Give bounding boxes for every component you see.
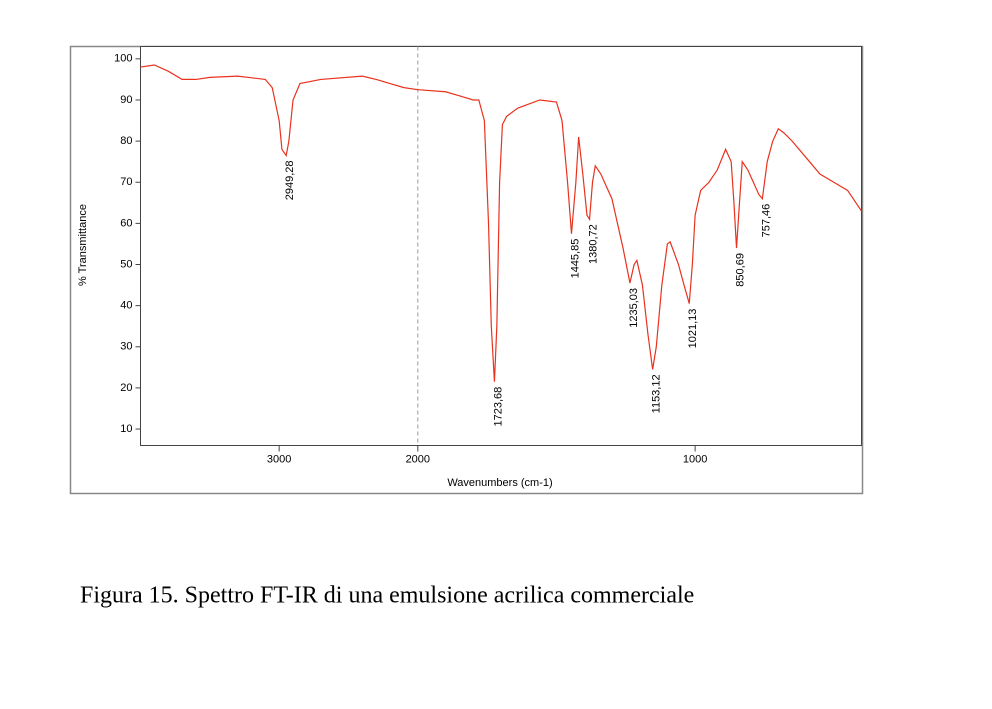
peak-label: 1380,72 bbox=[587, 224, 599, 264]
peak-label: 1445,85 bbox=[569, 239, 581, 279]
y-tick-label: 70 bbox=[120, 176, 132, 188]
peak-label: 757,46 bbox=[760, 204, 772, 238]
spectrum-line bbox=[140, 64, 862, 382]
y-tick-label: 20 bbox=[120, 382, 132, 394]
x-axis-label: Wavenumbers (cm-1) bbox=[447, 477, 552, 489]
y-tick-label: 30 bbox=[120, 341, 132, 353]
y-tick-label: 40 bbox=[120, 300, 132, 312]
peak-label: 1153,12 bbox=[651, 374, 663, 413]
peak-label: 1723,68 bbox=[492, 387, 504, 427]
x-tick-label: 2000 bbox=[406, 453, 430, 465]
peak-label: 2949,28 bbox=[284, 161, 296, 201]
y-tick-label: 50 bbox=[120, 258, 132, 270]
x-tick-label: 3000 bbox=[267, 453, 291, 465]
peak-label: 850,69 bbox=[734, 253, 746, 287]
plot-area bbox=[140, 46, 862, 446]
y-tick-label: 60 bbox=[120, 217, 132, 229]
y-axis-label: % Transmittance bbox=[77, 204, 89, 286]
y-tick-label: 80 bbox=[120, 135, 132, 147]
y-tick-label: 10 bbox=[120, 423, 132, 435]
caption: Figura 15. Spettro FT-IR di una emulsion… bbox=[80, 583, 694, 609]
y-tick-label: 100 bbox=[114, 53, 132, 65]
x-tick-label: 1000 bbox=[683, 453, 707, 465]
y-tick-label: 90 bbox=[120, 94, 132, 106]
peak-label: 1235,03 bbox=[628, 288, 640, 328]
peak-label: 1021,13 bbox=[687, 309, 699, 349]
